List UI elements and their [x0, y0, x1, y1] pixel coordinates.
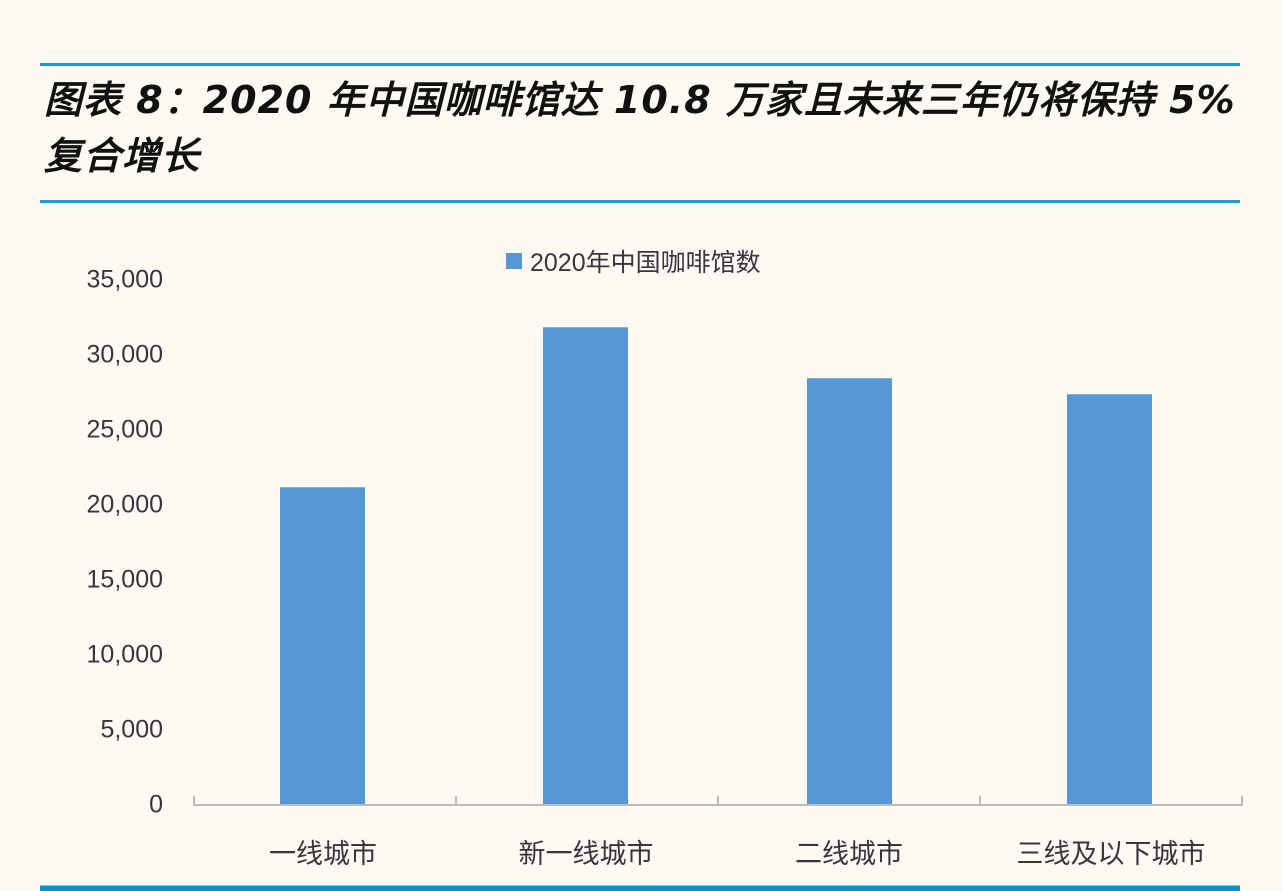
x-axis-line — [193, 804, 1243, 806]
title-top-rule — [40, 63, 1240, 66]
x-tick-mark — [193, 796, 195, 805]
y-tick-label: 25,000 — [86, 415, 163, 444]
title-bottom-rule — [40, 200, 1240, 203]
x-label-new-tier1: 新一线城市 — [518, 839, 654, 870]
legend-swatch-icon — [506, 253, 522, 269]
chart-title: 图表 8：2020 年中国咖啡馆达 10.8 万家且未来三年仍将保持 5%复合增… — [44, 78, 1236, 178]
y-tick-label: 15,000 — [86, 565, 163, 594]
x-tick-mark — [979, 796, 981, 805]
chart-legend: 2020年中国咖啡馆数 — [506, 243, 761, 279]
y-tick-label: 30,000 — [86, 340, 163, 369]
x-label-tier3-below: 三线及以下城市 — [1016, 839, 1206, 870]
legend-label: 2020年中国咖啡馆数 — [530, 249, 761, 277]
x-label-tier2: 二线城市 — [795, 839, 903, 870]
x-tick-mark — [717, 796, 719, 805]
y-tick-label: 5,000 — [100, 715, 163, 744]
x-tick-mark — [1241, 796, 1243, 805]
x-tick-mark — [455, 796, 457, 805]
y-tick-label: 35,000 — [86, 265, 163, 294]
bar-new-tier1 — [543, 326, 628, 805]
footer-rule — [40, 885, 1240, 891]
bar-tier3-below — [1067, 394, 1152, 805]
y-tick-label: 10,000 — [86, 640, 163, 669]
y-tick-label: 20,000 — [86, 490, 163, 519]
bar-tier1 — [280, 487, 365, 805]
x-label-tier1: 一线城市 — [269, 839, 377, 870]
bar-tier2 — [807, 377, 892, 805]
y-tick-label: 0 — [149, 790, 163, 819]
